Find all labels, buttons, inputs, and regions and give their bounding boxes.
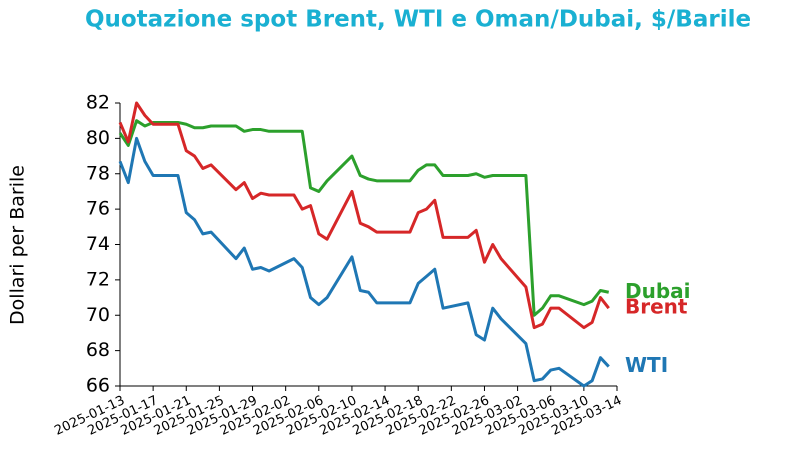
legend-label: WTI [625, 353, 668, 377]
legend-label: Brent [625, 295, 688, 319]
y-tick-label: 78 [86, 162, 110, 184]
y-tick-label: 82 [86, 92, 110, 114]
y-tick-label: 66 [86, 375, 110, 397]
y-tick-label: 68 [86, 339, 110, 361]
y-tick-label: 70 [86, 304, 110, 326]
y-tick-label: 72 [86, 268, 110, 290]
y-tick-label: 76 [86, 198, 110, 220]
series-line [118, 101, 610, 330]
chart-title: Quotazione spot Brent, WTI e Oman/Dubai,… [85, 7, 751, 33]
series-line [118, 119, 610, 317]
series-line [118, 136, 610, 388]
y-tick-label: 74 [86, 233, 110, 255]
y-axis-label: Dollari per Barile [7, 165, 29, 325]
y-tick-label: 80 [86, 127, 110, 149]
legend-label: Dubai [625, 279, 691, 303]
